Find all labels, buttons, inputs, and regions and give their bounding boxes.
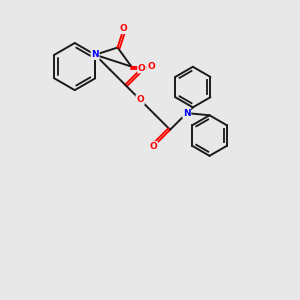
Text: O: O: [150, 142, 157, 151]
Text: N: N: [91, 50, 99, 59]
Text: N: N: [183, 109, 190, 118]
Text: O: O: [120, 24, 128, 33]
Text: O: O: [138, 64, 146, 73]
Text: O: O: [136, 95, 144, 104]
Text: O: O: [147, 62, 155, 71]
